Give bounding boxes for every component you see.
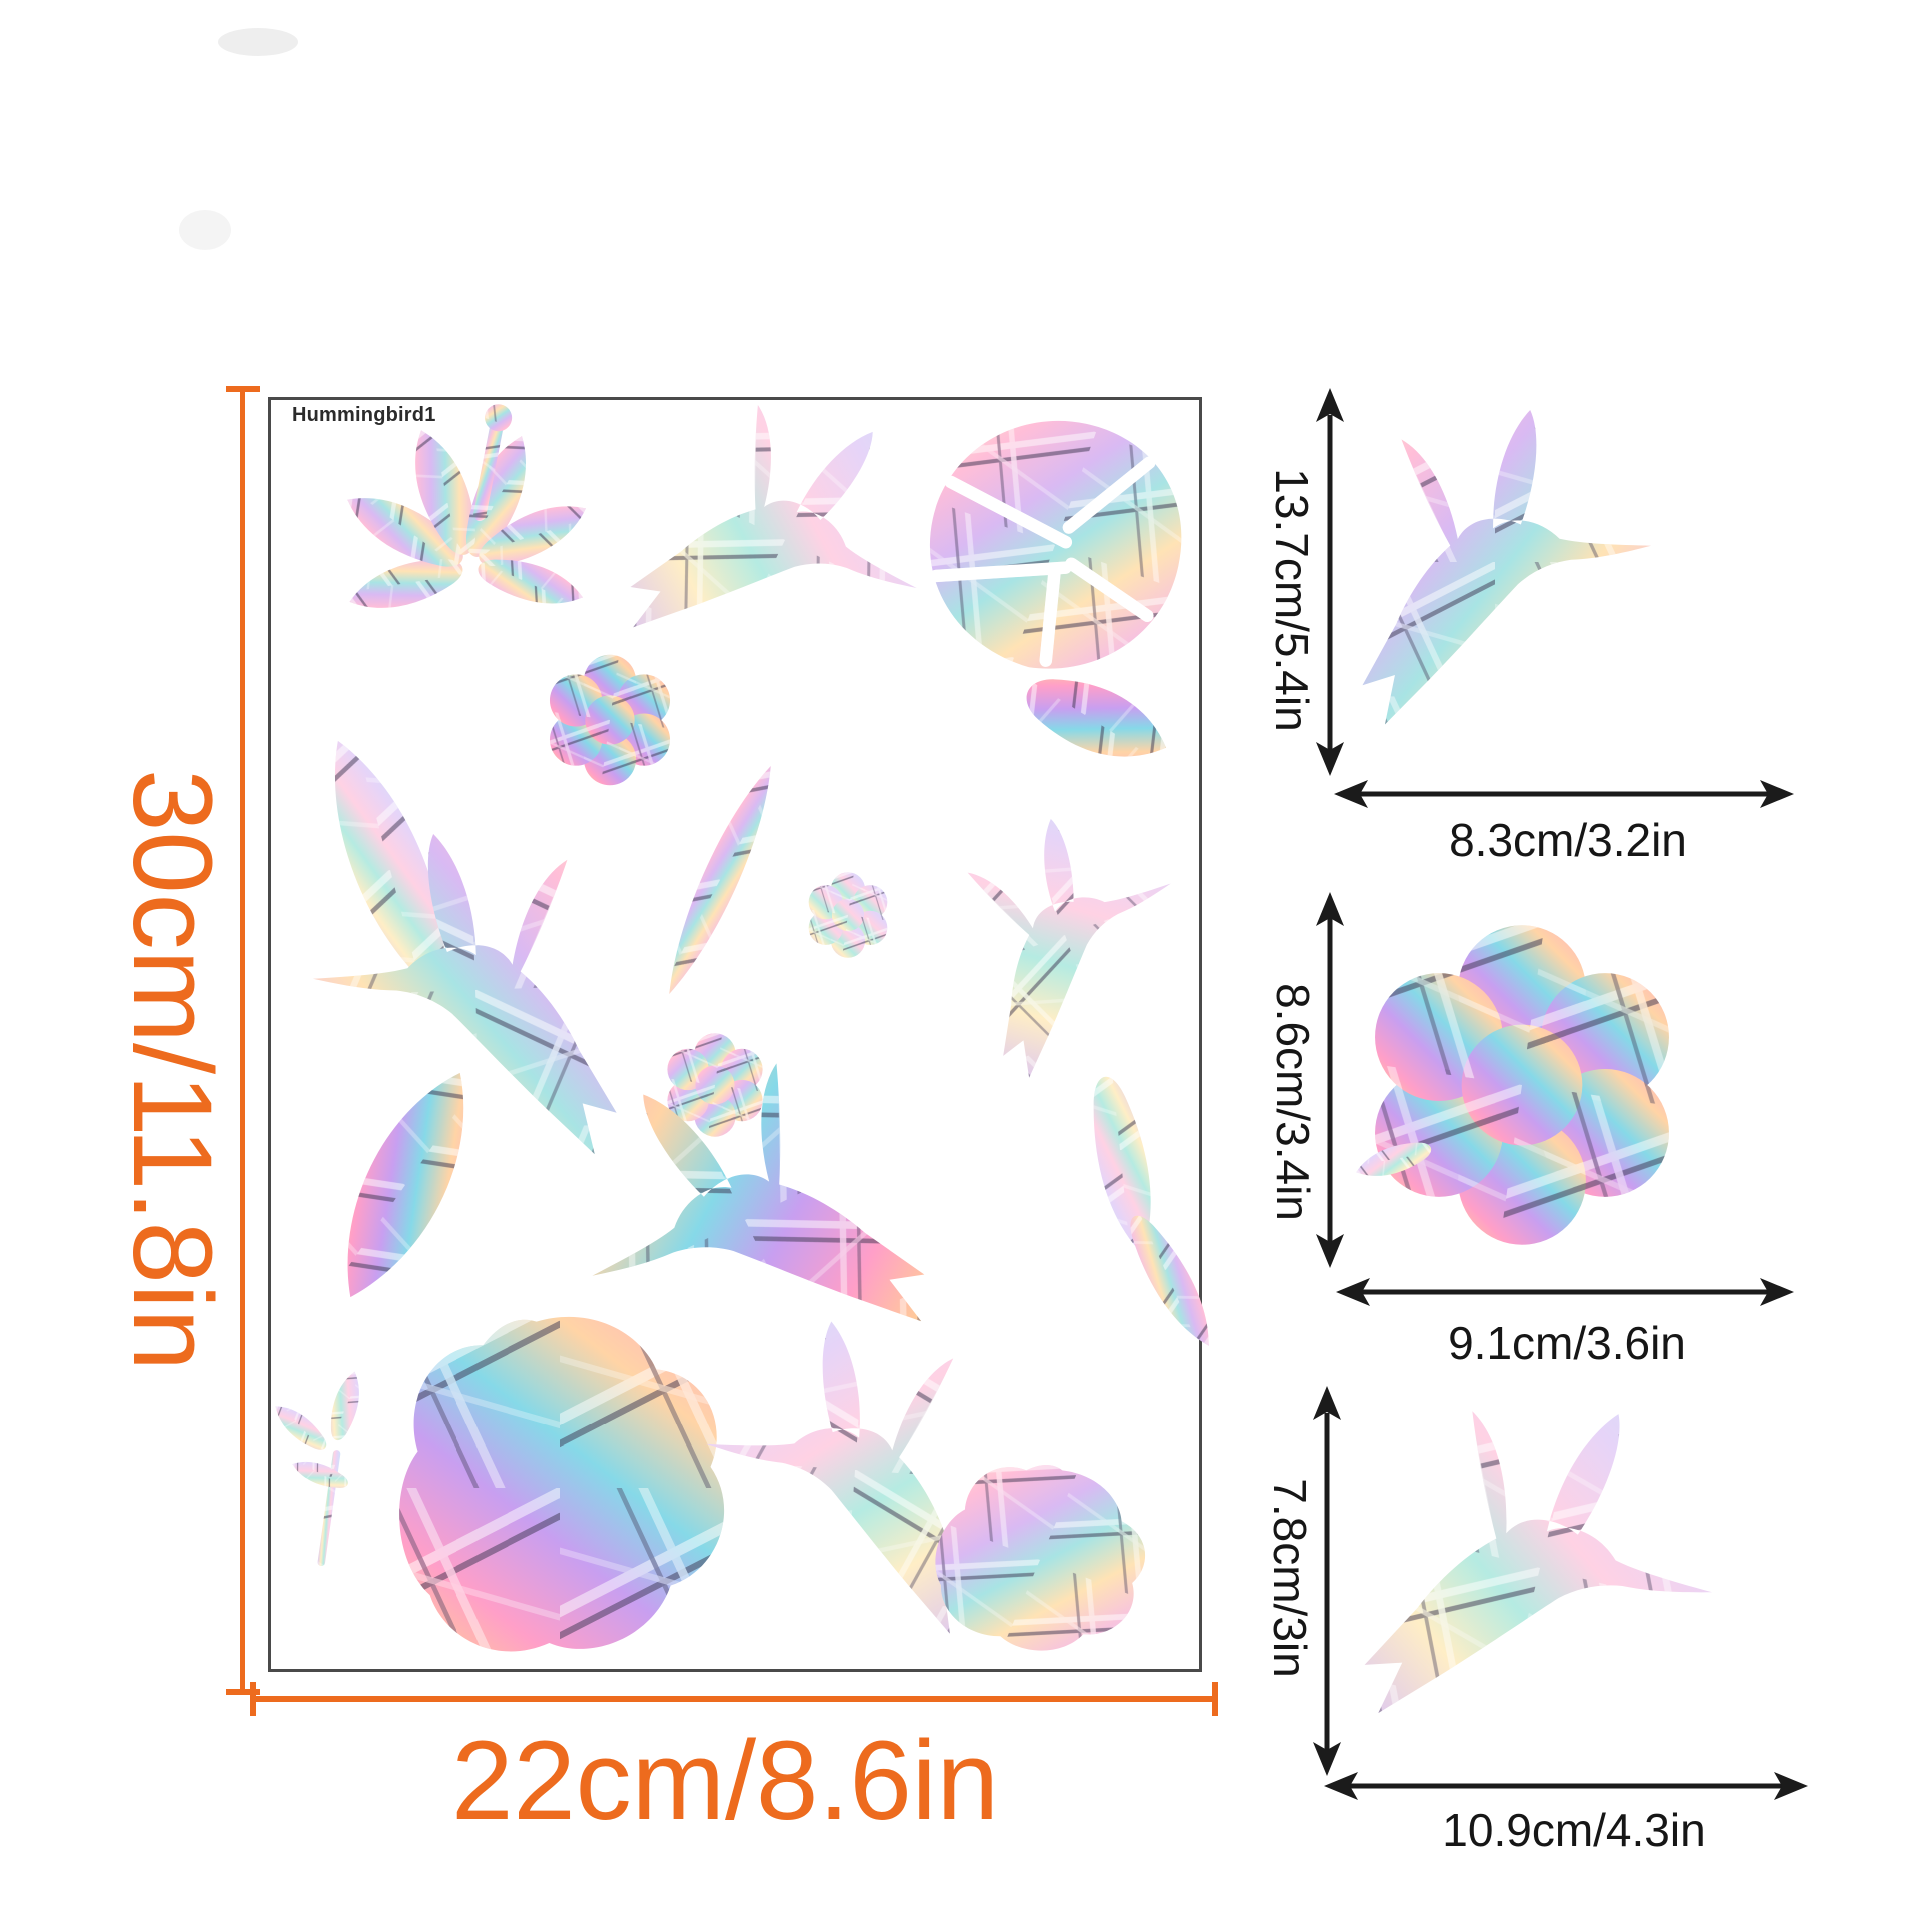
- item1-height-label: 13.7cm/5.4in: [1266, 468, 1318, 732]
- sheet-width-line-left-cap: [250, 1682, 256, 1716]
- sheet-width-line-right-cap: [1212, 1682, 1218, 1716]
- sheet-width-line: [253, 1696, 1215, 1702]
- sheet-height-line-bottom-cap: [226, 1689, 260, 1695]
- sticker-flower: [549, 654, 671, 786]
- sticker-hummingbird: [297, 823, 644, 1157]
- sticker-chestnut-leaf: [313, 386, 612, 661]
- sticker-monstera-leaf: [907, 397, 1204, 694]
- item2-width-label: 9.1cm/3.6in: [1448, 1317, 1686, 1369]
- sticker-hummingbird: [915, 783, 1221, 1084]
- item1-height-arrow: [1316, 388, 1344, 776]
- item3-height-arrow: [1313, 1386, 1341, 1776]
- item1-width-arrow: [1334, 780, 1794, 808]
- sticker-leaf: [315, 1055, 495, 1315]
- sheet-title: Hummingbird1: [292, 404, 436, 426]
- sticker-flower: [808, 872, 888, 958]
- sticker-sprig: [263, 1365, 398, 1572]
- sticker-feather: [653, 758, 787, 1002]
- photo-smudge: [218, 28, 298, 56]
- size-item-hummingbird: [1359, 1390, 1730, 1747]
- size-item-flower: [1375, 925, 1669, 1245]
- item2-height-arrow: [1316, 892, 1344, 1268]
- item3-width-label: 10.9cm/4.3in: [1442, 1804, 1706, 1856]
- sheet-width-label: 22cm/8.6in: [451, 1718, 999, 1843]
- item1-width-label: 8.3cm/3.2in: [1449, 814, 1687, 866]
- sheet-height-line: [240, 389, 245, 1694]
- sticker-hummingbird: [618, 375, 959, 707]
- size-item-hummingbird: [1327, 395, 1671, 727]
- dimension-arrows: [1313, 388, 1808, 1800]
- sticker-morning-glory-flower: [373, 1295, 745, 1673]
- item3-height-label: 7.8cm/3in: [1264, 1478, 1316, 1678]
- sticker-leaf: [1015, 662, 1178, 777]
- item2-width-arrow: [1336, 1278, 1794, 1306]
- sheet-height-line-top-cap: [226, 386, 260, 392]
- sheet-height-label: 30cm/11.8in: [110, 769, 235, 1371]
- photo-smudge: [179, 210, 231, 250]
- item3-width-arrow: [1324, 1772, 1808, 1800]
- item2-height-label: 8.6cm/3.4in: [1267, 983, 1319, 1221]
- sticker-pinecone: [918, 1443, 1162, 1672]
- sticker-leaf: [1118, 1207, 1225, 1355]
